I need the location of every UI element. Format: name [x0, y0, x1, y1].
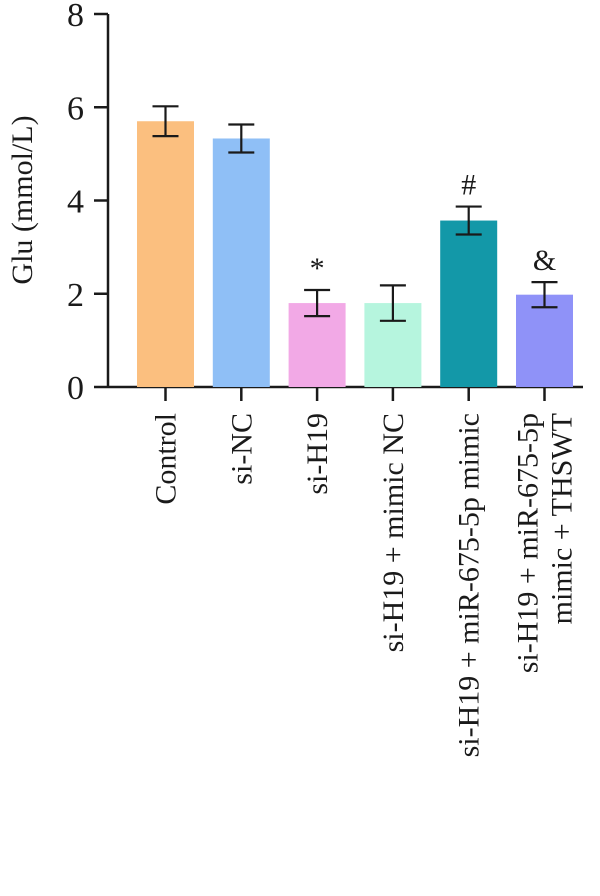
significance-annotations: * # &: [310, 169, 557, 285]
significance-mark: *: [310, 252, 325, 285]
y-tick-label: 4: [67, 184, 84, 221]
x-category-label: mimic + THSWT: [546, 413, 579, 624]
y-tick-label: 2: [67, 277, 84, 314]
bar: [516, 294, 573, 387]
x-category-label: si-H19: [301, 413, 334, 495]
x-category-label: si-H19 + mimic NC: [377, 413, 410, 652]
y-tick-label: 0: [67, 370, 84, 407]
significance-mark: &: [533, 244, 556, 277]
x-category-label: si-H19 + miR-675-5p: [512, 413, 545, 673]
bars: [137, 121, 573, 388]
x-category-label: si-NC: [225, 413, 258, 485]
bar: [440, 220, 498, 387]
y-tick-label: 6: [67, 90, 84, 127]
x-category-label: si-H19 + miR-675-5p mimic: [453, 413, 486, 757]
x-category-label: Control: [150, 413, 183, 505]
significance-mark: #: [461, 169, 476, 202]
bar: [137, 121, 194, 388]
y-axis-title: Glu (mmol/L): [6, 115, 39, 284]
x-tick-labels: Control si-NC si-H19 si-H19 + mimic NC si-H1…: [150, 413, 579, 757]
bar: [212, 138, 270, 387]
error-bars: [152, 105, 558, 322]
y-tick-label: 8: [67, 0, 84, 34]
